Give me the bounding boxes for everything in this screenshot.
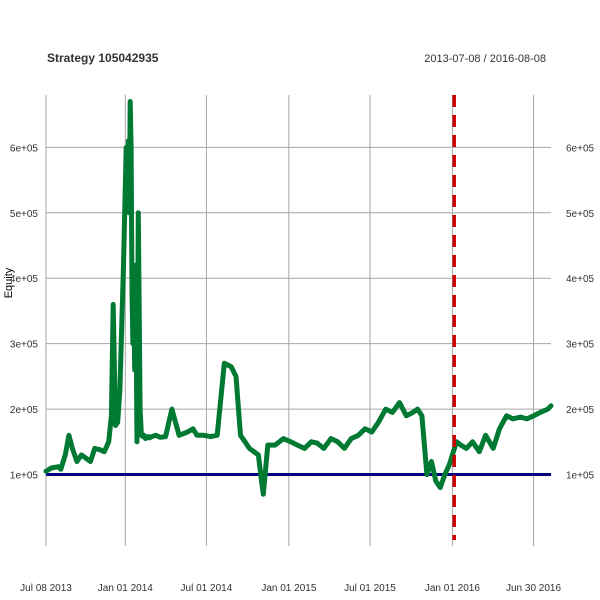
chart-title: Strategy 105042935	[47, 51, 159, 65]
x-tick-label: Jan 01 2015	[261, 583, 316, 594]
y-axis-label: Equity	[3, 267, 15, 298]
y-tick-label-right: 4e+05	[566, 274, 595, 285]
x-tick-label: Jun 30 2016	[506, 583, 561, 594]
y-tick-label-right: 1e+05	[566, 471, 595, 482]
x-tick-label: Jan 01 2016	[425, 583, 480, 594]
chart-date-range: 2013-07-08 / 2016-08-08	[424, 53, 546, 65]
y-tick-label-left: 3e+05	[10, 340, 39, 351]
x-tick-label: Jul 01 2015	[344, 583, 396, 594]
y-tick-label-right: 6e+05	[566, 143, 595, 154]
y-tick-label-left: 1e+05	[10, 471, 39, 482]
equity-series-line	[43, 99, 554, 497]
x-tick-label: Jul 01 2014	[181, 583, 233, 594]
y-tick-label-right: 2e+05	[566, 405, 595, 416]
y-tick-label-left: 2e+05	[10, 405, 39, 416]
y-tick-label-left: 5e+05	[10, 209, 39, 220]
y-tick-label-left: 4e+05	[10, 274, 39, 285]
y-tick-label-right: 3e+05	[566, 340, 595, 351]
y-tick-label-left: 6e+05	[10, 143, 39, 154]
y-tick-label-right: 5e+05	[566, 209, 595, 220]
tick-layer: Jul 08 2013 Jan 01 2014 Jul 01 2014 Jan 01 …	[10, 143, 595, 594]
x-tick-label: Jan 01 2014	[98, 583, 153, 594]
series-layer	[43, 99, 554, 497]
x-tick-label: Jul 08 2013	[20, 583, 72, 594]
